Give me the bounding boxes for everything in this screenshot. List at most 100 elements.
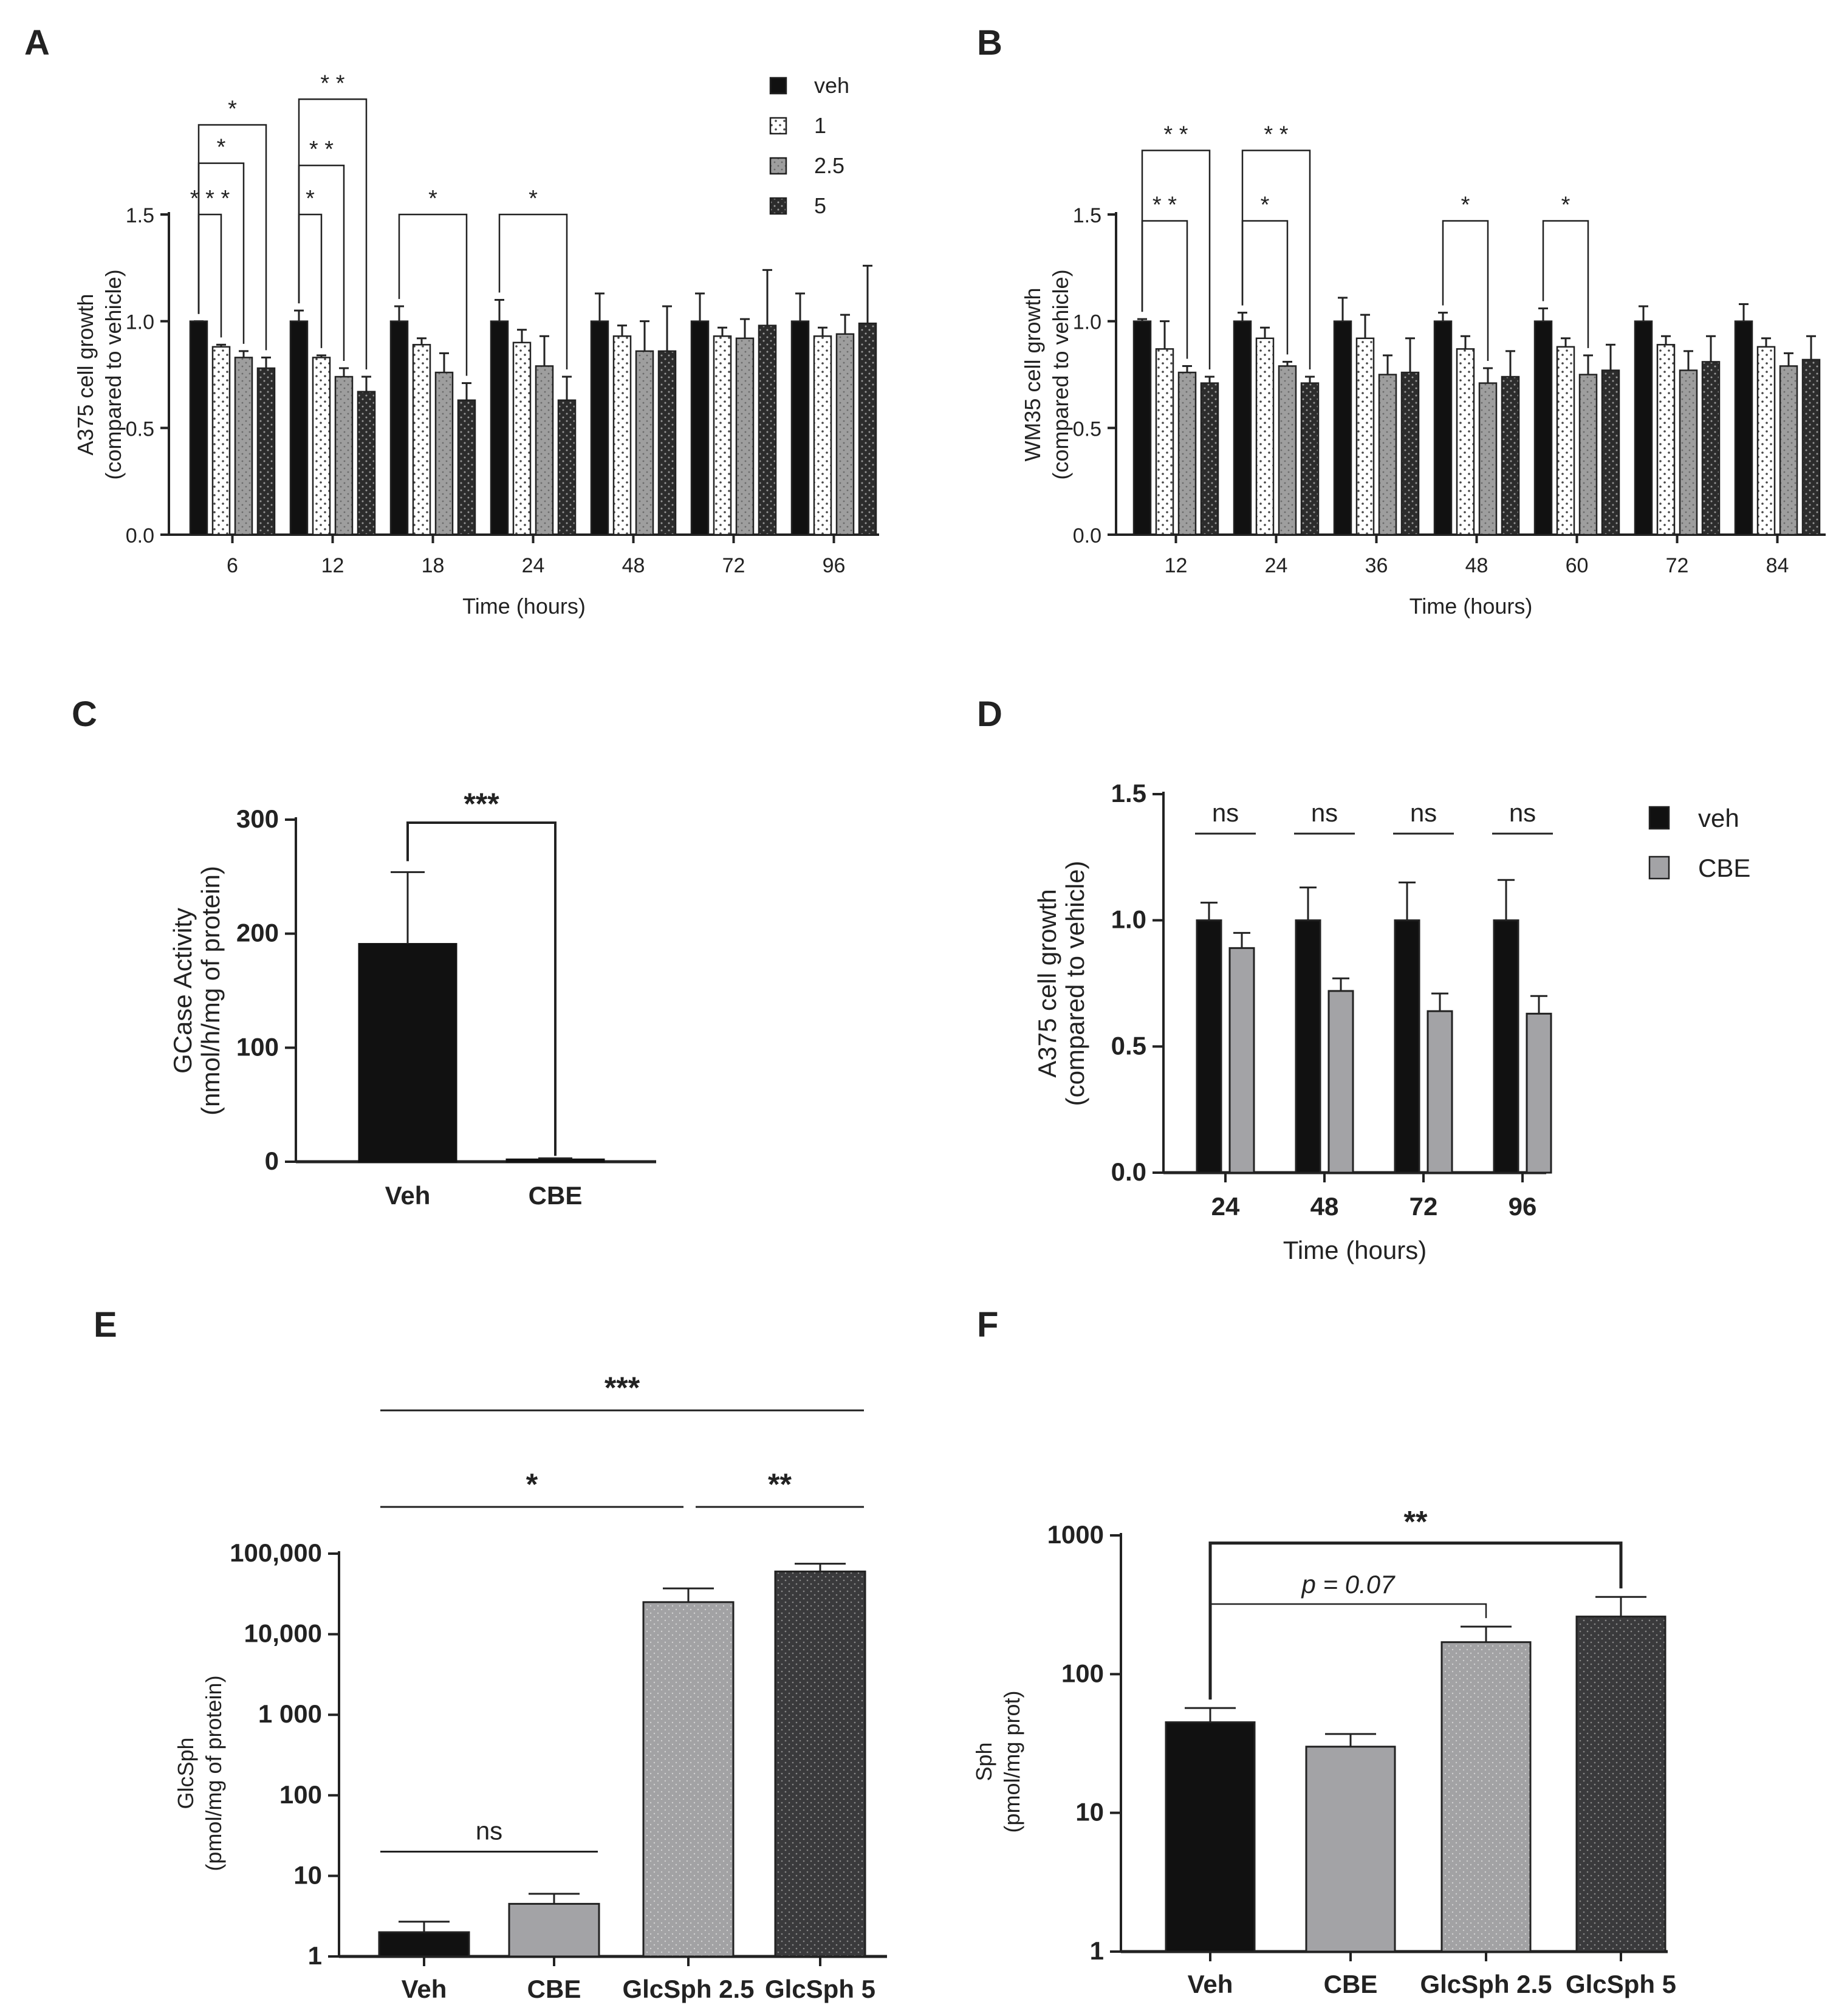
- x-tick-label: GlcSph 2.5: [1420, 1970, 1552, 1998]
- x-tick-label: Veh: [1188, 1970, 1233, 1998]
- x-tick-label: 72: [722, 554, 745, 577]
- bar: [1228, 947, 1255, 1174]
- significance-label: ***: [605, 1371, 640, 1405]
- x-tick-label: 24: [1211, 1192, 1240, 1221]
- significance-label: **: [1404, 1505, 1428, 1539]
- significance-bracket: [1241, 149, 1311, 370]
- bar: [1233, 320, 1252, 536]
- bar: [1578, 374, 1598, 536]
- bar: [357, 391, 376, 536]
- y-axis-label-units: (pmol/mg of protein): [201, 1675, 226, 1871]
- significance-label: * *: [1153, 193, 1177, 218]
- x-tick-label: Veh: [385, 1181, 431, 1210]
- significance-bracket: [406, 821, 557, 1156]
- y-tick-label: 100: [1061, 1659, 1104, 1687]
- bar: [774, 1570, 866, 1958]
- panel-label-a: A: [24, 23, 50, 63]
- bar: [334, 375, 354, 536]
- significance-label: *: [526, 1467, 538, 1501]
- x-tick-label: 72: [1410, 1192, 1438, 1221]
- bar: [1255, 337, 1275, 536]
- y-tick-label: 300: [236, 804, 279, 833]
- bar: [1679, 369, 1698, 536]
- bar: [358, 943, 457, 1163]
- panel-label-d: D: [977, 694, 1002, 734]
- legend-label: 2.5: [814, 153, 844, 178]
- significance-label: * *: [309, 137, 334, 162]
- bar: [635, 350, 654, 536]
- bar: [835, 333, 855, 536]
- x-tick-label: 48: [1465, 554, 1488, 577]
- significance-label: *: [529, 186, 538, 211]
- bar: [508, 1902, 600, 1958]
- bar: [557, 399, 577, 536]
- bar: [1132, 320, 1152, 536]
- significance-label: *: [1461, 193, 1470, 218]
- x-tick-label: GlcSph 5: [765, 1975, 875, 2003]
- bar: [1478, 382, 1498, 536]
- significance-label: p = 0.07: [1301, 1570, 1396, 1599]
- bar: [1427, 1010, 1453, 1174]
- significance-bracket: [1208, 1541, 1623, 1700]
- bar: [1601, 369, 1620, 536]
- bar: [389, 320, 409, 536]
- significance-label: ns: [1410, 798, 1437, 827]
- bar: [1177, 371, 1197, 536]
- bar: [234, 357, 253, 536]
- y-tick-label: 1 000: [258, 1699, 322, 1728]
- bar: [1734, 320, 1753, 536]
- y-axis-label: Sph: [971, 1742, 996, 1781]
- significance-bracket: [197, 213, 222, 338]
- legend-swatch: [1648, 806, 1670, 830]
- x-tick-label: Veh: [402, 1975, 447, 2003]
- significance-label: * *: [1264, 122, 1288, 148]
- legend-swatch: [769, 117, 787, 135]
- x-tick-label: GlcSph 2.5: [622, 1975, 754, 2003]
- x-tick-label: 84: [1766, 554, 1789, 577]
- x-axis-label: Time (hours): [462, 594, 586, 619]
- panel-d-chart: 0.0 0.5 1.0 1.5 24 48 72 96 Time (hours) A375 cel…: [1033, 779, 1750, 1264]
- panel-e-chart: 1 10 100 1 000 10,000 100,000 Veh CBE GlcSph 2.5…: [173, 1371, 887, 2003]
- significance-bracket: [298, 98, 368, 370]
- bar: [434, 371, 454, 536]
- significance-label: ns: [1212, 798, 1239, 827]
- y-tick-label: 10: [1075, 1798, 1104, 1826]
- y-tick-label: 0.0: [1073, 524, 1101, 547]
- bar: [642, 1601, 735, 1958]
- y-tick-label: 100: [279, 1780, 322, 1809]
- panel-c-chart: 0 100 200 300 Veh CBE GCase Activity (nmol/h/mg…: [168, 787, 656, 1210]
- legend-swatch: [1648, 855, 1670, 880]
- y-axis-label-units: (pmol/mg prot): [999, 1690, 1024, 1833]
- bar: [512, 341, 532, 536]
- significance-bracket: [1542, 220, 1589, 348]
- x-axis-label: Time (hours): [1410, 594, 1533, 619]
- x-tick-label: 6: [227, 554, 238, 577]
- panel-label-c: C: [72, 694, 97, 734]
- significance-bracket: [197, 124, 267, 351]
- bar: [657, 350, 677, 536]
- y-tick-label: 0.5: [1073, 417, 1101, 441]
- bar: [612, 335, 632, 536]
- y-tick-label: 10,000: [244, 1619, 322, 1648]
- significance-label: *: [217, 135, 226, 160]
- bar: [256, 367, 276, 536]
- bar: [790, 320, 810, 536]
- bar: [1493, 919, 1519, 1174]
- legend-swatch: [769, 157, 787, 175]
- y-tick-label: 1: [1090, 1936, 1104, 1965]
- bar: [1165, 1721, 1256, 1953]
- y-tick-label: 1.5: [1111, 779, 1146, 807]
- legend-label: 5: [814, 193, 826, 218]
- y-axis-label: A375 cell growth: [73, 293, 98, 455]
- bar: [378, 1931, 470, 1958]
- significance-label: *: [228, 96, 237, 122]
- bar: [412, 344, 431, 536]
- x-tick-label: 48: [1310, 1192, 1339, 1221]
- legend-label: veh: [1698, 804, 1739, 832]
- bar: [713, 335, 732, 536]
- bar: [1440, 1641, 1532, 1953]
- x-tick-label: 48: [622, 554, 645, 577]
- x-tick-label: CBE: [527, 1975, 581, 2003]
- bar: [690, 320, 710, 536]
